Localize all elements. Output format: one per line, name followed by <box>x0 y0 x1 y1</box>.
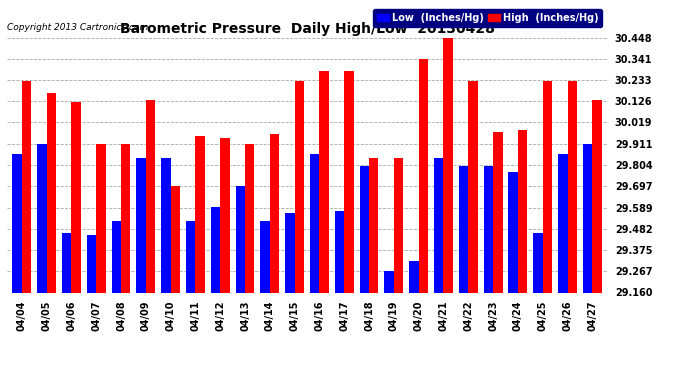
Bar <box>484 166 493 292</box>
Bar <box>469 81 477 292</box>
Title: Barometric Pressure  Daily High/Low  20130428: Barometric Pressure Daily High/Low 20130… <box>119 22 495 36</box>
Bar <box>285 213 295 292</box>
Bar <box>359 166 369 292</box>
Bar <box>161 158 170 292</box>
Bar <box>335 211 344 292</box>
Bar <box>533 233 543 292</box>
Bar <box>270 134 279 292</box>
Bar <box>310 154 319 292</box>
Bar <box>195 136 205 292</box>
Bar <box>146 100 155 292</box>
Bar <box>434 158 444 292</box>
Bar <box>186 221 195 292</box>
Legend: Low  (Inches/Hg), High  (Inches/Hg): Low (Inches/Hg), High (Inches/Hg) <box>373 9 602 27</box>
Bar <box>509 172 518 292</box>
Bar <box>543 81 552 292</box>
Bar <box>22 81 31 292</box>
Bar <box>245 144 255 292</box>
Bar <box>121 144 130 292</box>
Bar <box>47 93 56 292</box>
Bar <box>344 71 354 292</box>
Bar <box>260 221 270 292</box>
Bar <box>369 158 379 292</box>
Bar <box>137 158 146 292</box>
Bar <box>211 207 220 292</box>
Bar <box>220 138 230 292</box>
Bar <box>62 233 71 292</box>
Bar <box>583 144 592 292</box>
Bar <box>96 144 106 292</box>
Bar <box>558 154 567 292</box>
Bar <box>235 186 245 292</box>
Bar <box>295 81 304 292</box>
Bar <box>444 37 453 292</box>
Bar <box>170 186 180 292</box>
Bar <box>12 154 22 292</box>
Bar <box>567 81 577 292</box>
Bar <box>319 71 329 292</box>
Bar <box>37 144 47 292</box>
Bar <box>518 130 527 292</box>
Bar <box>493 132 502 292</box>
Bar <box>409 261 419 292</box>
Bar <box>384 271 394 292</box>
Bar <box>71 102 81 292</box>
Bar <box>112 221 121 292</box>
Bar <box>592 100 602 292</box>
Text: Copyright 2013 Cartronics.com: Copyright 2013 Cartronics.com <box>7 23 148 32</box>
Bar <box>459 166 469 292</box>
Bar <box>419 59 428 292</box>
Bar <box>394 158 403 292</box>
Bar <box>87 235 96 292</box>
